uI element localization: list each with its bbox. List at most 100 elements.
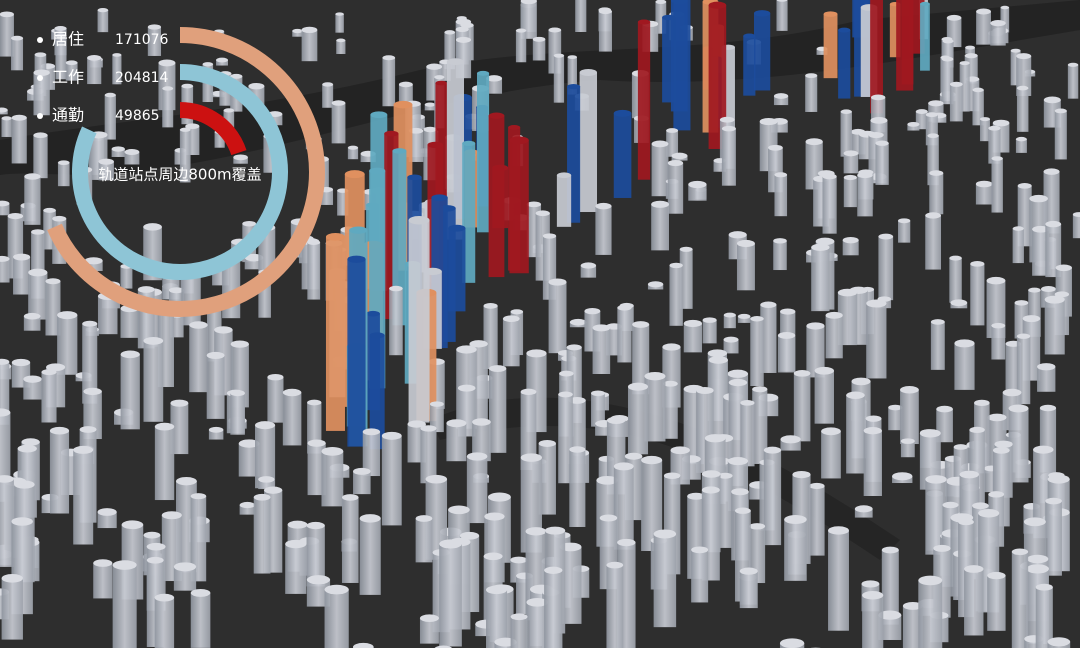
building-top — [929, 170, 944, 176]
building — [691, 549, 709, 603]
building-top — [723, 336, 739, 343]
building-top — [398, 81, 413, 88]
building-top — [407, 174, 422, 181]
building — [87, 57, 102, 85]
building — [816, 48, 828, 55]
building-top — [930, 319, 945, 325]
building-top — [768, 144, 783, 151]
building-top — [978, 509, 1000, 518]
building — [336, 40, 346, 54]
building-top — [392, 148, 407, 154]
building-top — [423, 126, 437, 133]
building-top — [17, 444, 37, 453]
radial-chart: 居住 171076 工作 204814 通勤 49865 轨道站点周边800m覆盖 — [37, 27, 325, 317]
building — [1044, 299, 1065, 355]
building — [208, 429, 224, 440]
building-top — [627, 382, 649, 391]
building-top — [701, 486, 720, 494]
building — [776, 0, 788, 31]
building — [771, 121, 788, 133]
building — [843, 177, 857, 208]
building-top — [230, 340, 249, 348]
building-top — [1022, 315, 1041, 323]
building — [655, 1, 667, 34]
building — [214, 131, 225, 148]
building — [1035, 587, 1053, 648]
building-top — [175, 477, 197, 486]
building-top — [902, 601, 923, 610]
building-top — [701, 470, 721, 478]
building-top — [994, 440, 1013, 448]
building-top — [382, 55, 396, 61]
building — [33, 72, 50, 116]
building-top — [965, 45, 975, 50]
building — [932, 115, 947, 123]
building-top — [617, 304, 632, 311]
building — [723, 339, 739, 354]
building — [520, 391, 537, 471]
building — [878, 236, 894, 301]
building-top — [707, 349, 728, 358]
building — [579, 72, 598, 213]
building-top — [112, 53, 122, 57]
building-top — [881, 546, 899, 554]
building — [190, 496, 207, 582]
building — [673, 0, 691, 131]
building — [987, 575, 1006, 631]
building-top — [1026, 564, 1049, 574]
building — [462, 143, 476, 283]
building-top — [933, 544, 951, 552]
building — [613, 113, 632, 198]
building-top — [866, 299, 887, 308]
building-top — [352, 642, 374, 648]
building-top — [687, 492, 705, 500]
building — [510, 616, 528, 648]
building-top — [688, 180, 707, 189]
building-top — [472, 418, 491, 426]
building-top — [11, 35, 24, 41]
building-top — [434, 645, 453, 648]
building-top — [307, 399, 322, 406]
building-top — [446, 58, 465, 66]
building — [439, 543, 462, 647]
building-top — [33, 132, 48, 139]
building — [806, 325, 825, 378]
building — [112, 565, 137, 648]
building — [233, 157, 248, 164]
building-top — [925, 112, 938, 118]
building — [392, 150, 407, 326]
building-top — [637, 19, 651, 25]
building — [0, 361, 10, 425]
building-top — [526, 598, 548, 607]
building-top — [34, 52, 47, 57]
building-top — [121, 520, 144, 530]
building-top — [57, 160, 70, 166]
building — [98, 161, 114, 181]
building-top — [24, 173, 41, 180]
building — [267, 114, 283, 126]
building — [325, 236, 345, 431]
building-top — [483, 303, 498, 309]
building — [863, 430, 882, 496]
building — [979, 119, 990, 142]
building — [613, 466, 634, 550]
building-top — [223, 108, 235, 113]
building — [179, 129, 191, 183]
building-top — [987, 413, 1007, 422]
building-top — [161, 511, 182, 520]
building-top — [691, 546, 709, 554]
building-top — [510, 309, 524, 315]
building-top — [73, 445, 94, 454]
building — [780, 439, 801, 451]
building-top — [580, 262, 597, 269]
building — [870, 0, 883, 114]
building-top — [1045, 497, 1062, 505]
building — [362, 431, 381, 477]
building-top — [959, 470, 979, 479]
building — [335, 14, 344, 33]
building — [472, 422, 491, 462]
building — [949, 258, 962, 303]
building-top — [28, 268, 48, 277]
building-top — [567, 83, 581, 90]
